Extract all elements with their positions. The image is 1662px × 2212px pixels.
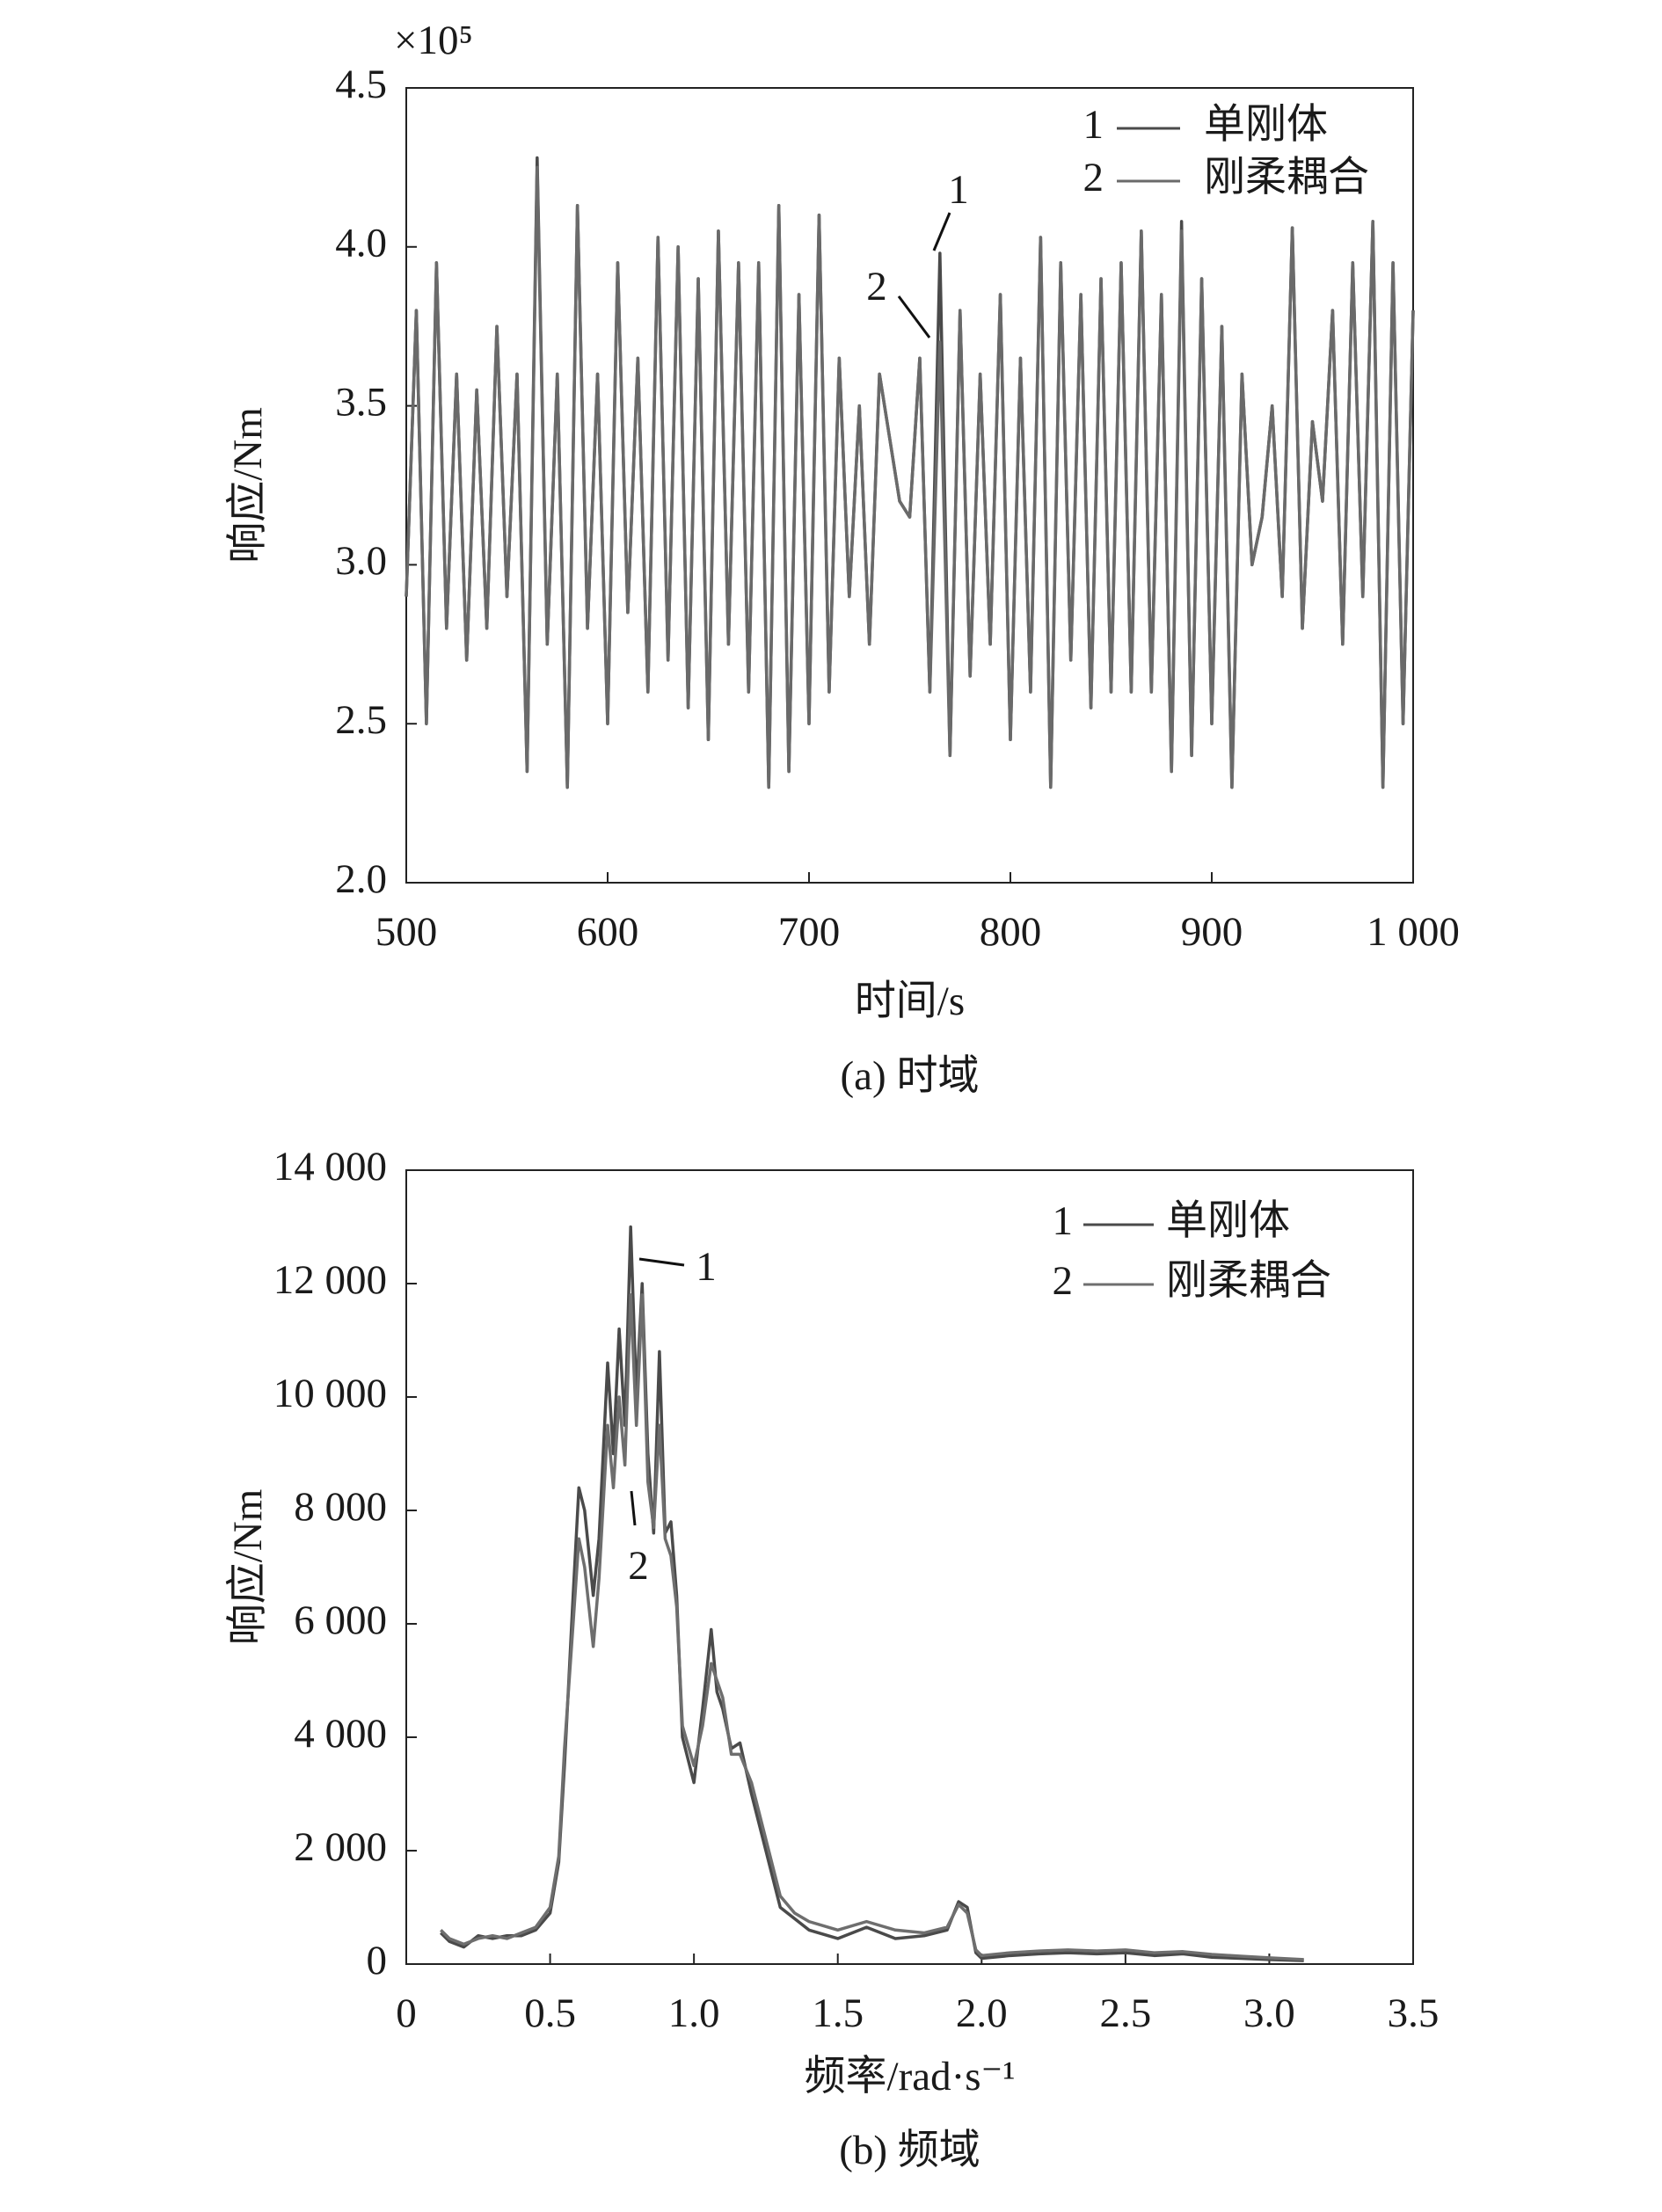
annotation-leader (932, 212, 951, 251)
annotation: 1 (696, 1244, 717, 1290)
x-tick-label: 900 (1181, 909, 1243, 955)
legend-label: 刚柔耦合 (1166, 1258, 1331, 1304)
series-line (405, 165, 1415, 789)
x-tick-label: 600 (577, 909, 639, 955)
annotation-leader (630, 1490, 637, 1526)
x-tick-label: 800 (980, 909, 1042, 955)
series-line (440, 1293, 1304, 1961)
x-axis-label: 时间/s (855, 979, 965, 1024)
y-tick-label: 12 000 (273, 1257, 387, 1303)
legend-number: 2 (1053, 1258, 1074, 1304)
plot-frame (405, 1169, 1414, 1965)
y-tick-label: 4.5 (335, 62, 387, 107)
legend-number: 2 (1083, 155, 1104, 200)
y-tick-label: 0 (367, 1938, 388, 1983)
plot-frame (405, 87, 1414, 884)
x-tick-label: 2.5 (1099, 1990, 1151, 2036)
y-tick-label: 4 000 (294, 1711, 387, 1757)
legend-number: 1 (1083, 102, 1104, 148)
x-tick-label: 700 (778, 909, 841, 955)
y-tick-label: 2.5 (335, 697, 387, 743)
y-tick-label: 6 000 (294, 1597, 387, 1643)
annotation-leader (897, 295, 931, 338)
legend-number: 1 (1053, 1198, 1074, 1244)
x-tick-label: 3.5 (1388, 1990, 1440, 2036)
y-multiplier: ×10⁵ (394, 18, 473, 63)
x-tick-label: 2.0 (956, 1990, 1008, 2036)
y-tick-label: 3.5 (335, 379, 387, 425)
annotation: 2 (866, 264, 887, 309)
series-line (405, 156, 1415, 789)
legend-label: 单刚体 (1166, 1198, 1290, 1244)
x-tick-label: 3.0 (1243, 1990, 1295, 2036)
y-tick-label: 2.0 (335, 856, 387, 902)
y-axis-label: 响应/Nm (225, 407, 271, 564)
series-line (440, 1225, 1304, 1962)
x-tick-label: 1.0 (668, 1990, 720, 2036)
caption: (b) 频域 (839, 2128, 980, 2173)
x-axis-label: 频率/rad·s⁻¹ (805, 2054, 1016, 2099)
y-tick-label: 2 000 (294, 1824, 387, 1870)
legend-label: 刚柔耦合 (1204, 155, 1369, 200)
x-tick-label: 0.5 (524, 1990, 576, 2036)
y-tick-label: 4.0 (335, 221, 387, 266)
y-tick-label: 3.0 (335, 538, 387, 584)
y-axis-label: 响应/Nm (225, 1489, 271, 1646)
y-tick-label: 8 000 (294, 1484, 387, 1530)
annotation: 1 (948, 167, 969, 213)
caption: (a) 时域 (841, 1053, 980, 1099)
x-tick-label: 0 (396, 1990, 417, 2036)
legend-label: 单刚体 (1204, 102, 1328, 148)
y-tick-label: 14 000 (273, 1144, 387, 1190)
x-tick-label: 1.5 (812, 1990, 864, 2036)
annotation-leader (638, 1257, 685, 1267)
annotation: 2 (628, 1543, 649, 1589)
y-tick-label: 10 000 (273, 1371, 387, 1416)
x-tick-label: 1 000 (1367, 909, 1460, 955)
x-tick-label: 500 (375, 909, 438, 955)
